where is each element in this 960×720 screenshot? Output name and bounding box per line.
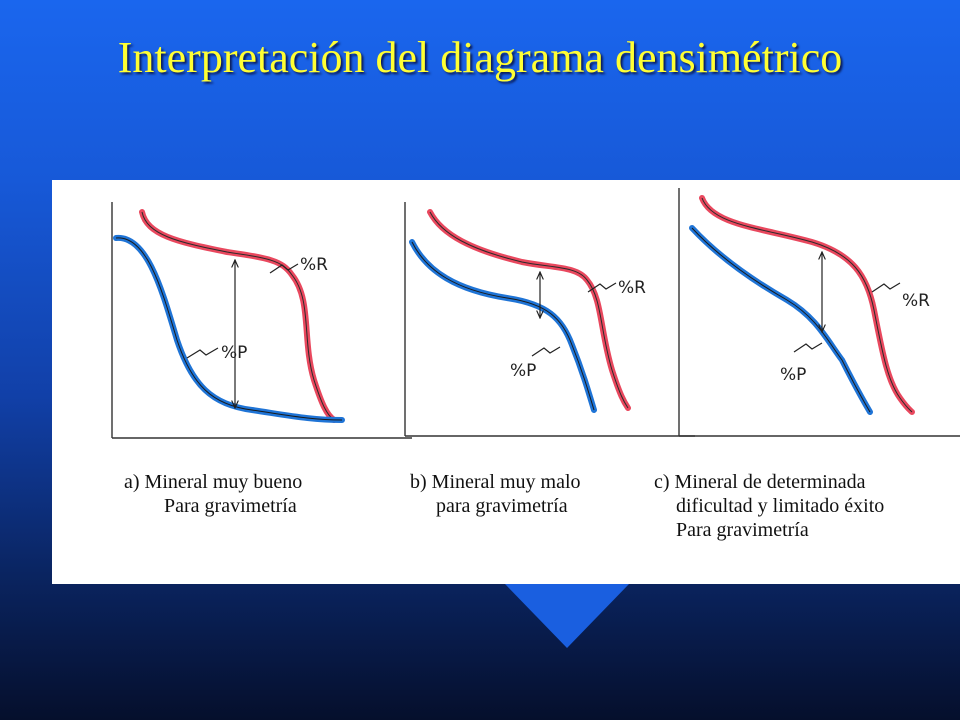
diagram-panel: %R %P %R %P %R [52,180,960,584]
diagram-b: %R %P [404,202,695,437]
diagram-svg: %R %P %R %P %R [111,188,960,439]
diagram-c-p-label: %P [780,365,806,385]
caption-c: c) Mineral de determinada dificultad y l… [654,470,884,542]
diagram-a-p-leader [186,347,219,359]
decorative-triangle [505,584,629,648]
diagram-a-p-label: %P [221,343,247,363]
caption-c-line1: c) Mineral de determinada [654,471,866,493]
diagram-c-p-leader [793,342,823,353]
caption-b-line1: b) Mineral muy malo [410,471,581,493]
caption-a-line1: a) Mineral muy bueno [124,471,303,493]
caption-c-line3: Para gravimetría [676,519,809,541]
diagram-a: %R %P [111,202,412,439]
diagram-b-r-label: %R [618,278,646,298]
caption-b-line2: para gravimetría [436,495,568,517]
caption-c-line2: dificultad y limitado éxito [676,495,885,517]
diagram-c: %R %P [678,188,960,437]
diagram-a-r-label: %R [300,255,328,275]
diagram-a-r-leader [269,263,299,274]
caption-a-line2: Para gravimetría [164,495,297,517]
diagram-c-r-label: %R [902,291,930,311]
caption-a: a) Mineral muy bueno Para gravimetría [124,470,302,518]
caption-b: b) Mineral muy malo para gravimetría [410,470,581,518]
diagram-c-r-leader [871,282,901,293]
diagram-c-red-curve [699,195,915,415]
diagram-b-r-leader [587,282,617,293]
slide-title: Interpretación del diagrama densimétrico [117,33,843,82]
diagram-b-p-label: %P [510,361,536,381]
diagram-b-p-leader [531,346,561,357]
